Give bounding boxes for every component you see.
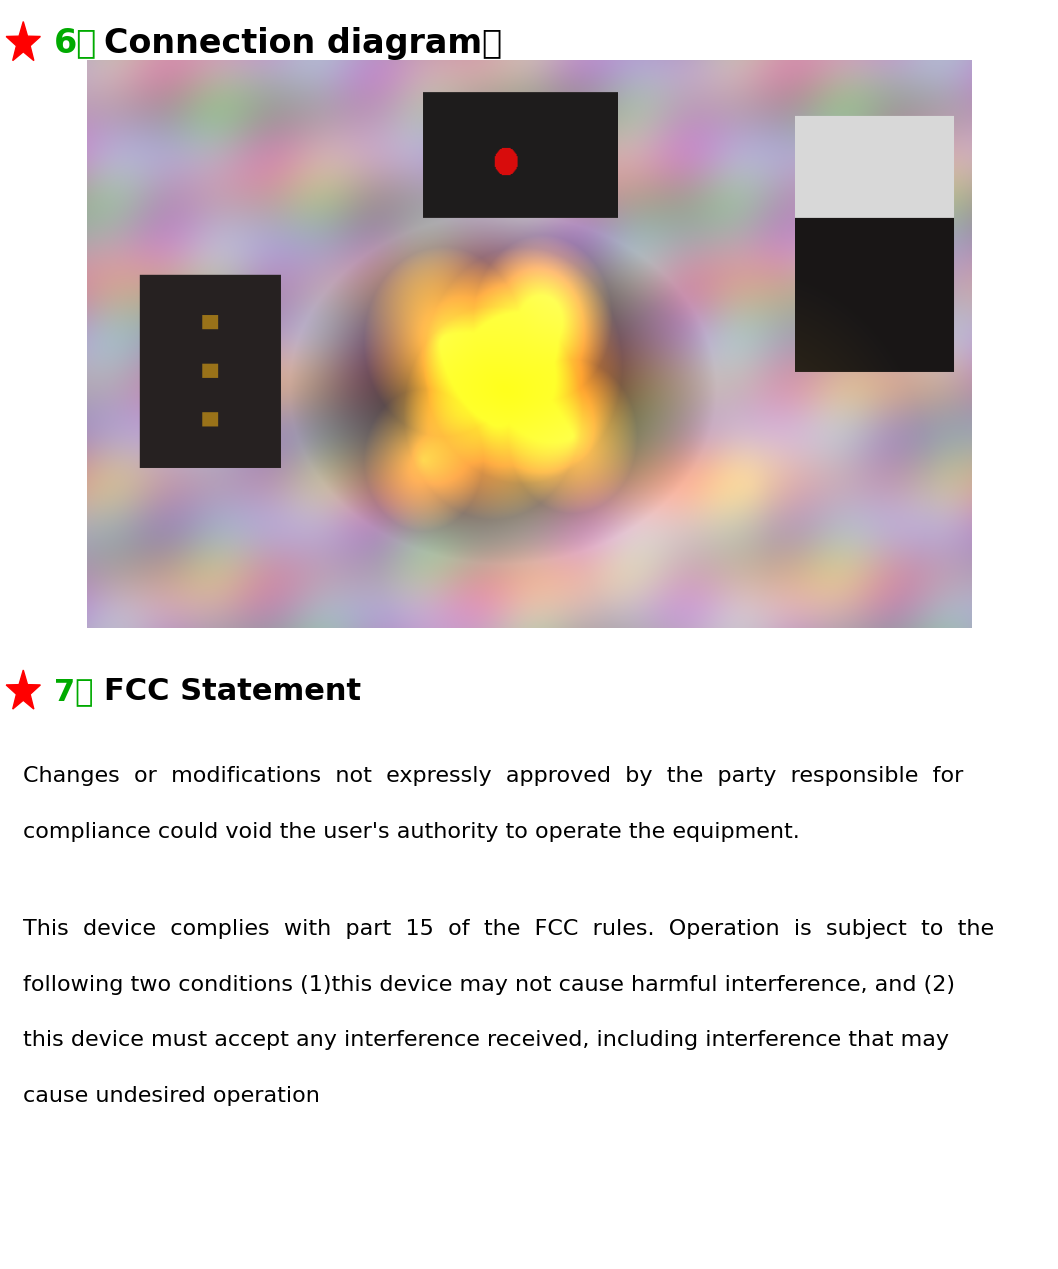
Text: Changes  or  modifications  not  expressly  approved  by  the  party  responsibl: Changes or modifications not expressly a… (23, 766, 964, 787)
Polygon shape (6, 22, 40, 61)
Text: following two conditions (1)this device may not cause harmful interference, and : following two conditions (1)this device … (23, 975, 955, 995)
Text: Connection diagram：: Connection diagram： (104, 27, 501, 60)
Text: cause undesired operation: cause undesired operation (23, 1086, 321, 1107)
Polygon shape (6, 670, 40, 709)
Text: This  device  complies  with  part  15  of  the  FCC  rules.  Operation  is  sub: This device complies with part 15 of the… (23, 919, 995, 939)
Text: this device must accept any interference received, including interference that m: this device must accept any interference… (23, 1030, 949, 1051)
Text: 7、: 7、 (54, 678, 93, 706)
Text: 6、: 6、 (54, 27, 97, 60)
Text: FCC Statement: FCC Statement (104, 678, 361, 706)
Text: compliance could void the user's authority to operate the equipment.: compliance could void the user's authori… (23, 822, 800, 843)
